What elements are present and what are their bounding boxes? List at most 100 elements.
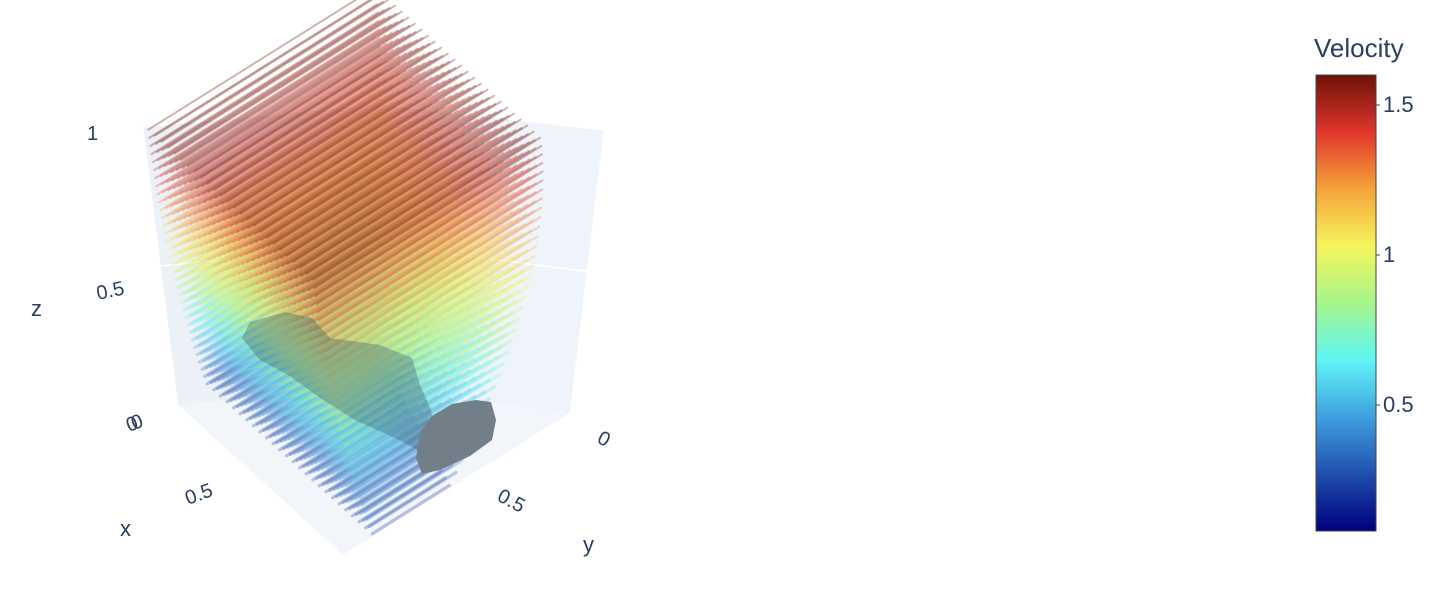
velocity-stream-line [308, 295, 489, 409]
velocity-stream-line [263, 225, 461, 351]
velocity-stream-line [173, 84, 394, 223]
velocity-stream-line [198, 139, 411, 273]
velocity-stream-line [288, 275, 472, 391]
velocity-stream-line [291, 261, 483, 382]
velocity-stream-line [305, 130, 535, 275]
velocity-stream-line [361, 463, 454, 523]
colorbar-gradient [1315, 74, 1377, 532]
velocity-stream-line [258, 228, 453, 352]
velocity-stream-line [265, 362, 386, 440]
velocity-stream-line [208, 164, 415, 295]
velocity-stream-line [253, 256, 433, 371]
velocity-stream-line [315, 411, 424, 481]
velocity-stream-line [290, 146, 518, 290]
velocity-stream-line [226, 230, 411, 347]
velocity-stream-line [147, 0, 358, 131]
velocity-stream-line [176, 72, 401, 214]
velocity-stream-line [294, 247, 493, 373]
velocity-stream-line [328, 426, 432, 493]
velocity-stream-line [281, 346, 420, 435]
velocity-stream-line [212, 183, 412, 310]
velocity-stream-line [261, 274, 435, 384]
velocity-stream-line [187, 167, 388, 294]
colorbar-tick-label: 1.5 [1383, 92, 1414, 117]
velocity-stream-line [273, 355, 402, 437]
velocity-stream-line [200, 34, 429, 179]
velocity-stream-line [279, 362, 407, 443]
velocity-stream-line [296, 318, 459, 422]
velocity-stream-line [197, 62, 426, 206]
velocity-stream-line [269, 231, 467, 357]
velocity-stream-line [271, 241, 465, 364]
velocity-stream-line [238, 176, 448, 309]
velocity-stream-line [246, 274, 414, 381]
velocity-stream-line [292, 236, 495, 365]
velocity-stream-line [299, 384, 420, 461]
velocity-stream-line [266, 179, 482, 315]
velocity-stream-line [247, 84, 477, 229]
velocity-stream-line [169, 21, 398, 165]
colorbar[interactable]: Velocity 0.5 1 1.5 [1314, 33, 1414, 532]
velocity-stream-line [294, 214, 506, 347]
velocity-stream-line [313, 222, 526, 357]
velocity-stream-line [200, 250, 366, 355]
velocity-stream-line [252, 82, 482, 227]
velocity-stream-line [235, 189, 439, 319]
velocity-stream-line [312, 182, 537, 324]
velocity-stream-line [236, 89, 465, 234]
velocity-stream-line [300, 133, 529, 277]
velocity-stream-line [268, 306, 426, 407]
velocity-stream-line [233, 109, 459, 252]
velocity-stream-line [187, 67, 413, 210]
velocity-stream-line [313, 145, 543, 289]
velocity-stream-line [309, 359, 452, 450]
velocity-stream-line [259, 288, 424, 393]
velocity-stream-line [305, 207, 521, 343]
velocity-stream-line [228, 240, 408, 354]
velocity-stream-line [317, 287, 506, 406]
velocity-stream-line [250, 296, 408, 396]
velocity-stream-line [240, 155, 457, 291]
velocity-stream-line [297, 233, 503, 363]
velocity-stream-line [266, 94, 495, 239]
velocity-stream-line [167, 87, 387, 225]
velocity-stream-line [257, 329, 397, 418]
velocity-stream-line [293, 271, 480, 390]
velocity-stream-line [211, 206, 402, 327]
velocity-stream-line [253, 91, 483, 235]
z-axis-label: z [31, 296, 42, 321]
velocity-stream-line [320, 197, 543, 338]
velocity-stream-line [220, 199, 417, 324]
velocity-stream-line [250, 321, 393, 412]
velocity-stream-line [216, 299, 360, 391]
velocity-stream-line [211, 112, 433, 252]
velocity-stream-line [266, 270, 444, 383]
velocity-stream-line [150, 11, 379, 156]
velocity-stream-line [202, 190, 398, 313]
3d-scene[interactable] [142, 0, 605, 556]
velocity-stream-line [211, 74, 439, 218]
velocity-stream-line [270, 343, 406, 430]
velocity-stream-line [278, 378, 394, 452]
velocity-stream-line [234, 118, 459, 260]
velocity-stream-line [301, 220, 512, 353]
velocity-stream-line [339, 317, 521, 432]
velocity-stream-line [316, 394, 438, 472]
velocity-stream-line [326, 304, 509, 420]
velocity-stream-line [263, 192, 474, 325]
velocity-stream-line [232, 139, 451, 277]
velocity-stream-line [277, 351, 411, 436]
velocity-stream-line [247, 226, 440, 348]
velocity-stream-line [157, 17, 386, 162]
velocity-stream-line [195, 151, 403, 283]
velocity-stream-line [180, 61, 407, 204]
velocity-stream-line [203, 284, 352, 379]
velocity-stream-line [222, 306, 364, 397]
velocity-stream-line [246, 325, 385, 413]
velocity-stream-line [299, 303, 471, 413]
velocity-stream-line [180, 183, 372, 305]
velocity-stream-line [215, 100, 439, 242]
velocity-stream-line [283, 179, 503, 318]
